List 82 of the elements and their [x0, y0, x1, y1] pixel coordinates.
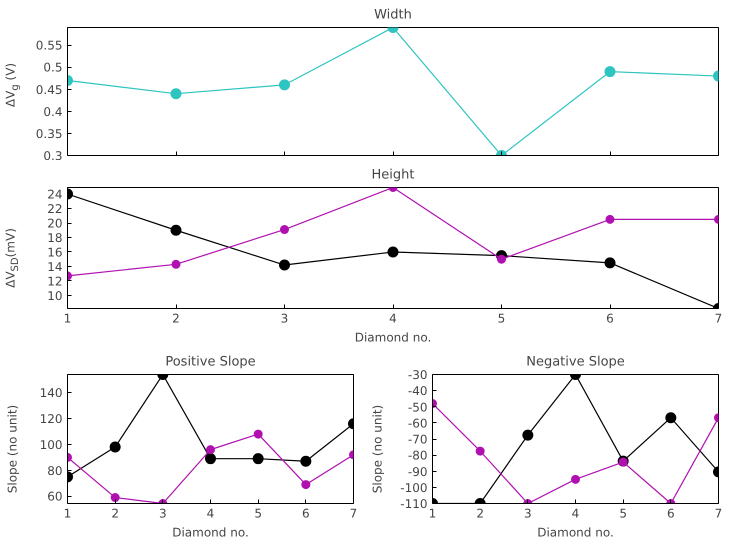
- x-tick-label: 3: [159, 506, 167, 520]
- y-tick-label: 0.45: [36, 82, 62, 97]
- y-tick-label: 0.4: [43, 104, 63, 119]
- x-tick-label: 1: [64, 506, 72, 520]
- point: [205, 453, 216, 464]
- y-tick-label: 18: [47, 230, 63, 245]
- y-axis-title: Slope (no unit): [369, 404, 386, 494]
- x-tick-label: 2: [172, 312, 180, 326]
- y-tick-label: -60: [408, 416, 428, 430]
- point: [604, 257, 616, 268]
- point: [279, 79, 290, 90]
- point: [280, 225, 289, 234]
- point: [571, 474, 580, 484]
- y-tick-label: 0.55: [36, 38, 62, 53]
- x-tick-label: 2: [476, 506, 484, 520]
- y-axis-title: Slope (no unit): [4, 404, 20, 494]
- x-tick-label: 1: [64, 312, 72, 326]
- x-tick-label: 7: [714, 312, 722, 326]
- y-tick-label: -50: [408, 400, 428, 414]
- point: [254, 430, 263, 439]
- x-axis-title: Diamond no.: [354, 330, 432, 344]
- x-tick-label: 7: [714, 506, 722, 520]
- y-tick-label: 20: [47, 216, 63, 231]
- point: [476, 446, 485, 456]
- y-tick-label: -70: [408, 432, 428, 446]
- y-tick-label: -30: [408, 368, 428, 382]
- x-tick-label: 2: [111, 506, 119, 520]
- x-tick-label: 3: [524, 506, 532, 520]
- point: [665, 412, 676, 424]
- chart-title: Height: [372, 168, 414, 182]
- x-tick-label: 7: [350, 506, 358, 520]
- x-tick-label: 4: [206, 506, 214, 520]
- y-tick-label: -90: [408, 464, 428, 479]
- y-tick-label: 100: [40, 438, 62, 452]
- y-tick-label: 24: [47, 188, 63, 202]
- point: [388, 246, 398, 258]
- point: [606, 214, 614, 224]
- x-tick-label: 6: [606, 312, 614, 326]
- y-tick-label: 22: [47, 202, 63, 216]
- point: [110, 442, 121, 453]
- x-axis-title: Diamond no.: [172, 526, 249, 540]
- y-tick-label: -80: [408, 448, 428, 463]
- y-tick-label: 12: [47, 274, 63, 288]
- point: [170, 224, 182, 236]
- chart-title: Negative Slope: [526, 354, 625, 370]
- line-series: [68, 28, 718, 156]
- point: [522, 430, 534, 441]
- x-tick-label: 5: [498, 312, 506, 326]
- chart-title: Positive Slope: [165, 354, 256, 370]
- y-tick-label: 16: [47, 245, 63, 260]
- point: [110, 493, 120, 502]
- point: [172, 260, 180, 269]
- point: [497, 254, 506, 264]
- y-tick-label: -40: [408, 384, 428, 398]
- y-tick-label: 0.3: [43, 149, 63, 163]
- y-tick-label: 120: [40, 412, 62, 426]
- y-tick-label: -110: [400, 497, 428, 511]
- chart-title: Width: [374, 8, 412, 22]
- point: [604, 66, 616, 78]
- y-tick-label: -100: [400, 480, 428, 495]
- point: [300, 456, 312, 467]
- y-tick-label: 140: [40, 386, 62, 400]
- y-tick-label: 0.5: [43, 60, 63, 75]
- x-tick-label: 4: [389, 312, 397, 326]
- x-tick-label: 1: [428, 506, 436, 520]
- y-tick-label: 14: [47, 260, 63, 274]
- y-tick-label: 10: [47, 288, 63, 303]
- point: [301, 480, 310, 490]
- point: [252, 453, 264, 464]
- x-tick-label: 6: [302, 506, 310, 520]
- x-tick-label: 6: [667, 506, 675, 520]
- point: [279, 260, 290, 271]
- x-axis-title: Diamond no.: [537, 526, 614, 540]
- x-tick-label: 5: [254, 506, 262, 520]
- x-tick-label: 3: [280, 312, 288, 326]
- point: [170, 88, 182, 100]
- y-tick-label: 0.35: [36, 126, 62, 141]
- x-tick-label: 5: [619, 506, 627, 520]
- point: [206, 445, 215, 454]
- x-tick-label: 4: [572, 506, 580, 520]
- y-tick-label: 60: [47, 490, 63, 504]
- y-tick-label: 80: [47, 464, 63, 478]
